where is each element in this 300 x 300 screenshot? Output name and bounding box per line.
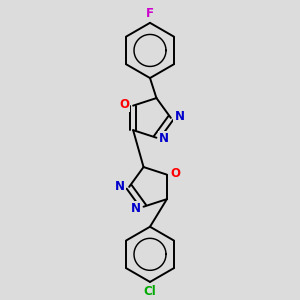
Text: N: N [131, 202, 141, 215]
Text: F: F [146, 7, 154, 20]
Text: O: O [170, 167, 181, 180]
Text: N: N [159, 132, 169, 145]
Text: Cl: Cl [144, 285, 156, 298]
Text: O: O [119, 98, 130, 111]
Text: N: N [174, 110, 184, 124]
Text: N: N [115, 180, 125, 194]
